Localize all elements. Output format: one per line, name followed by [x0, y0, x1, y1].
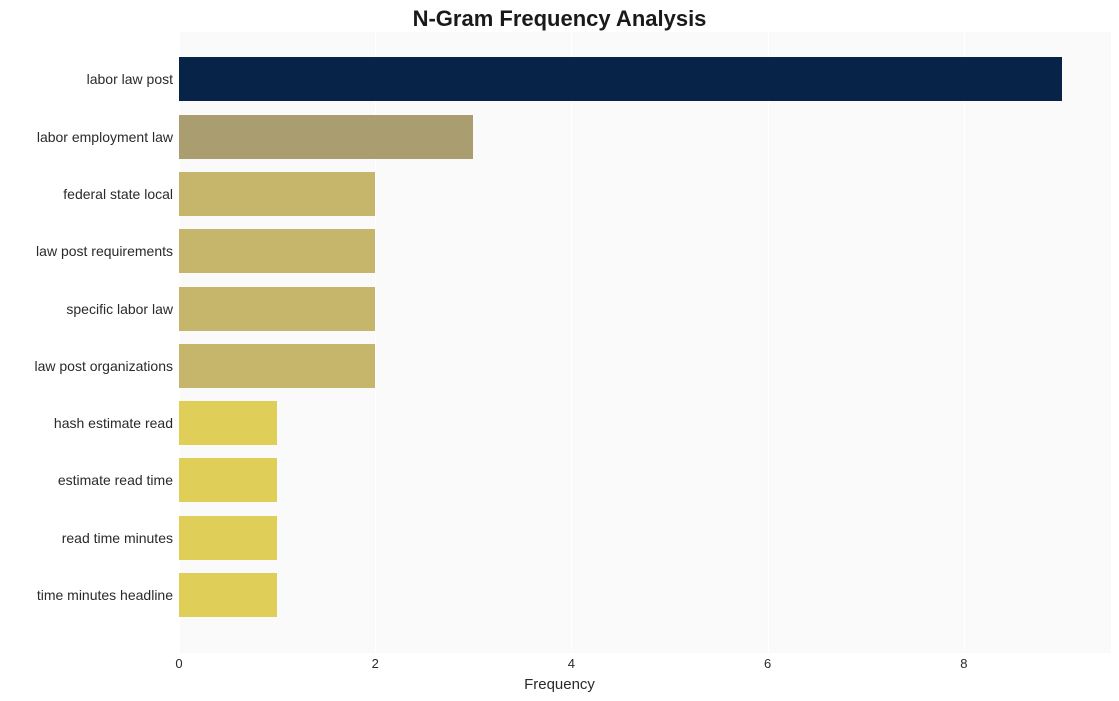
plot-area [179, 32, 1111, 653]
y-tick-label: labor employment law [3, 130, 173, 144]
chart-title: N-Gram Frequency Analysis [0, 6, 1119, 32]
y-tick-label: read time minutes [3, 531, 173, 545]
y-tick-label: estimate read time [3, 473, 173, 487]
bar [179, 229, 375, 273]
y-tick-label: labor law post [3, 72, 173, 86]
bar [179, 57, 1062, 101]
y-tick-label: law post organizations [3, 359, 173, 373]
grid-line [571, 32, 572, 653]
bar [179, 115, 473, 159]
y-tick-label: time minutes headline [3, 588, 173, 602]
y-tick-label: hash estimate read [3, 416, 173, 430]
bar [179, 287, 375, 331]
bar [179, 516, 277, 560]
x-tick-label: 8 [960, 656, 967, 671]
x-tick-label: 0 [175, 656, 182, 671]
bar [179, 344, 375, 388]
y-tick-label: federal state local [3, 187, 173, 201]
y-tick-label: law post requirements [3, 244, 173, 258]
grid-line [964, 32, 965, 653]
grid-line [768, 32, 769, 653]
bar [179, 458, 277, 502]
y-tick-label: specific labor law [3, 302, 173, 316]
bar [179, 172, 375, 216]
ngram-chart: N-Gram Frequency Analysis Frequency 0 2 4 6… [0, 0, 1119, 701]
bar [179, 573, 277, 617]
x-tick-label: 6 [764, 656, 771, 671]
x-tick-label: 2 [372, 656, 379, 671]
x-tick-label: 4 [568, 656, 575, 671]
x-axis-label: Frequency [0, 676, 1119, 693]
bar [179, 401, 277, 445]
